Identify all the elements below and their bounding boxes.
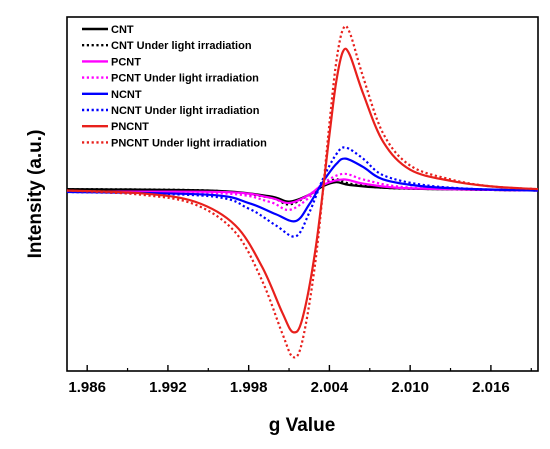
legend-label-pcnt: PCNT [111,56,141,68]
x-tick-label: 1.992 [149,379,187,396]
legend: CNT CNT Under light irradiation PCNT PCNT U… [82,24,267,149]
plot-frame [66,16,539,372]
legend-label-ncnt: NCNT [111,89,142,101]
legend-label-pncnt-under-light-irradiation: PNCNT Under light irradiation [111,137,267,149]
x-tick-label: 2.004 [311,379,349,396]
x-axis-ticks: 1.986 1.992 1.998 2.004 2.010 2.016 [68,365,532,396]
x-tick-label: 1.998 [230,379,268,396]
legend-label-pcnt-under-light-irradiation: PCNT Under light irradiation [111,73,259,85]
legend-label-pncnt: PNCNT [111,121,149,133]
x-tick-label: 2.016 [472,379,510,396]
x-tick-label: 2.010 [391,379,429,396]
y-axis-label: Intensity (a.u.) [25,130,46,259]
series-line-pncnt [66,47,539,334]
x-axis-label: g Value [269,415,336,436]
series-curves [66,24,539,359]
series-line-pcnt-under-light-irradiation [66,172,539,212]
series-line-ncnt [66,157,539,223]
series-line-pncnt-under-light-irradiation [66,24,539,359]
legend-label-cnt: CNT [111,24,134,36]
legend-label-ncnt-under-light-irradiation: NCNT Under light irradiation [111,105,260,117]
x-tick-label: 1.986 [68,379,106,396]
legend-label-cnt-under-light-irradiation: CNT Under light irradiation [111,40,252,52]
